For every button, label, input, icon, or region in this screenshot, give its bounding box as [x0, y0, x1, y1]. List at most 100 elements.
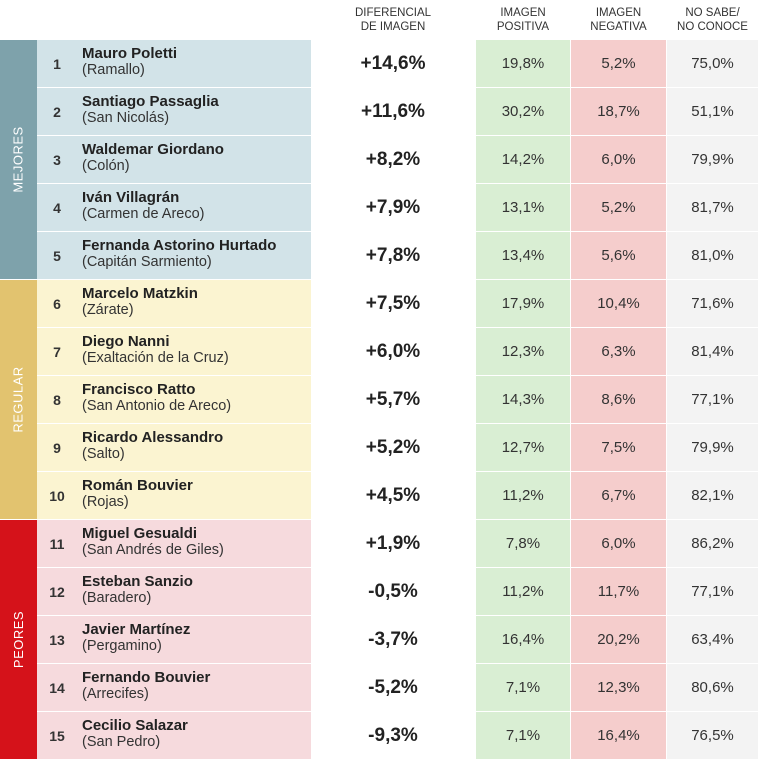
no-sabe: 77,1% [667, 376, 758, 424]
differential: +8,2% [333, 136, 453, 184]
positive: 12,7% [476, 424, 570, 472]
name-cell: Marcelo Matzkin (Zárate) [77, 280, 311, 328]
positive: 17,9% [476, 280, 570, 328]
rank: 1 [37, 40, 77, 88]
candidate-place: (Ramallo) [82, 62, 145, 78]
name-cell: Román Bouvier (Rojas) [77, 472, 311, 520]
candidate-name: Iván Villagrán [82, 189, 180, 206]
name-cell: Esteban Sanzio (Baradero) [77, 568, 311, 616]
candidate-name: Fernando Bouvier [82, 669, 211, 686]
rank: 6 [37, 280, 77, 328]
positive: 12,3% [476, 328, 570, 376]
candidate-name: Cecilio Salazar [82, 717, 188, 734]
rank: 11 [37, 520, 77, 568]
positive: 14,2% [476, 136, 570, 184]
positive: 7,1% [476, 712, 570, 760]
differential: +11,6% [333, 88, 453, 136]
negative: 5,6% [571, 232, 666, 280]
group-band: PEORES [0, 520, 37, 760]
differential: +7,8% [333, 232, 453, 280]
name-cell: Santiago Passaglia (San Nicolás) [77, 88, 311, 136]
positive: 7,1% [476, 664, 570, 712]
candidate-name: Diego Nanni [82, 333, 170, 350]
name-cell: Cecilio Salazar (San Pedro) [77, 712, 311, 760]
negative: 20,2% [571, 616, 666, 664]
differential: +14,6% [333, 40, 453, 88]
positive: 11,2% [476, 568, 570, 616]
negative: 7,5% [571, 424, 666, 472]
candidate-place: (Capitán Sarmiento) [82, 254, 212, 270]
no-sabe: 51,1% [667, 88, 758, 136]
candidate-name: Mauro Poletti [82, 45, 178, 62]
no-sabe: 80,6% [667, 664, 758, 712]
negative: 18,7% [571, 88, 666, 136]
differential: +1,9% [333, 520, 453, 568]
rank: 7 [37, 328, 77, 376]
rank: 5 [37, 232, 77, 280]
differential: +4,5% [333, 472, 453, 520]
candidate-place: (San Andrés de Giles) [82, 542, 224, 558]
name-cell: Ricardo Alessandro (Salto) [77, 424, 311, 472]
positive: 13,4% [476, 232, 570, 280]
header-text: NO SABE/ NO CONOCE [677, 7, 748, 33]
negative: 12,3% [571, 664, 666, 712]
candidate-name: Esteban Sanzio [82, 573, 193, 590]
name-cell: Waldemar Giordano (Colón) [77, 136, 311, 184]
differential: +5,7% [333, 376, 453, 424]
rank: 14 [37, 664, 77, 712]
rank: 9 [37, 424, 77, 472]
group-band: MEJORES [0, 40, 37, 280]
negative: 10,4% [571, 280, 666, 328]
rank: 15 [37, 712, 77, 760]
differential: -5,2% [333, 664, 453, 712]
candidate-place: (Baradero) [82, 590, 152, 606]
group-label: PEORES [11, 610, 26, 669]
positive: 19,8% [476, 40, 570, 88]
group-label: REGULAR [11, 366, 27, 433]
candidate-place: (Pergamino) [82, 638, 162, 654]
no-sabe: 81,7% [667, 184, 758, 232]
differential: -3,7% [333, 616, 453, 664]
positive: 16,4% [476, 616, 570, 664]
differential: +7,5% [333, 280, 453, 328]
candidate-name: Francisco Ratto [82, 381, 196, 398]
candidate-name: Marcelo Matzkin [82, 285, 198, 302]
rank: 2 [37, 88, 77, 136]
name-cell: Fernanda Astorino Hurtado (Capitán Sarmie… [77, 232, 311, 280]
column-header: IMAGEN NEGATIVA [571, 2, 666, 38]
no-sabe: 86,2% [667, 520, 758, 568]
positive: 11,2% [476, 472, 570, 520]
no-sabe: 81,4% [667, 328, 758, 376]
rank: 10 [37, 472, 77, 520]
candidate-place: (Arrecifes) [82, 686, 149, 702]
name-cell: Mauro Poletti (Ramallo) [77, 40, 311, 88]
name-cell: Miguel Gesualdi (San Andrés de Giles) [77, 520, 311, 568]
negative: 11,7% [571, 568, 666, 616]
name-cell: Fernando Bouvier (Arrecifes) [77, 664, 311, 712]
negative: 6,7% [571, 472, 666, 520]
name-cell: Diego Nanni (Exaltación de la Cruz) [77, 328, 311, 376]
group-band: REGULAR [0, 280, 37, 520]
name-cell: Francisco Ratto (San Antonio de Areco) [77, 376, 311, 424]
candidate-place: (Rojas) [82, 494, 129, 510]
candidate-place: (Colón) [82, 158, 130, 174]
candidate-place: (San Pedro) [82, 734, 161, 750]
negative: 5,2% [571, 184, 666, 232]
rank: 4 [37, 184, 77, 232]
no-sabe: 79,9% [667, 424, 758, 472]
candidate-place: (San Nicolás) [82, 110, 170, 126]
negative: 5,2% [571, 40, 666, 88]
differential: +5,2% [333, 424, 453, 472]
no-sabe: 63,4% [667, 616, 758, 664]
no-sabe: 82,1% [667, 472, 758, 520]
differential: +6,0% [333, 328, 453, 376]
candidate-place: (San Antonio de Areco) [82, 398, 232, 414]
candidate-name: Santiago Passaglia [82, 93, 219, 110]
negative: 6,0% [571, 520, 666, 568]
candidate-place: (Zárate) [82, 302, 134, 318]
candidate-name: Javier Martínez [82, 621, 191, 638]
negative: 6,3% [571, 328, 666, 376]
positive: 13,1% [476, 184, 570, 232]
header-text: IMAGEN NEGATIVA [590, 7, 647, 33]
name-cell: Iván Villagrán (Carmen de Areco) [77, 184, 311, 232]
